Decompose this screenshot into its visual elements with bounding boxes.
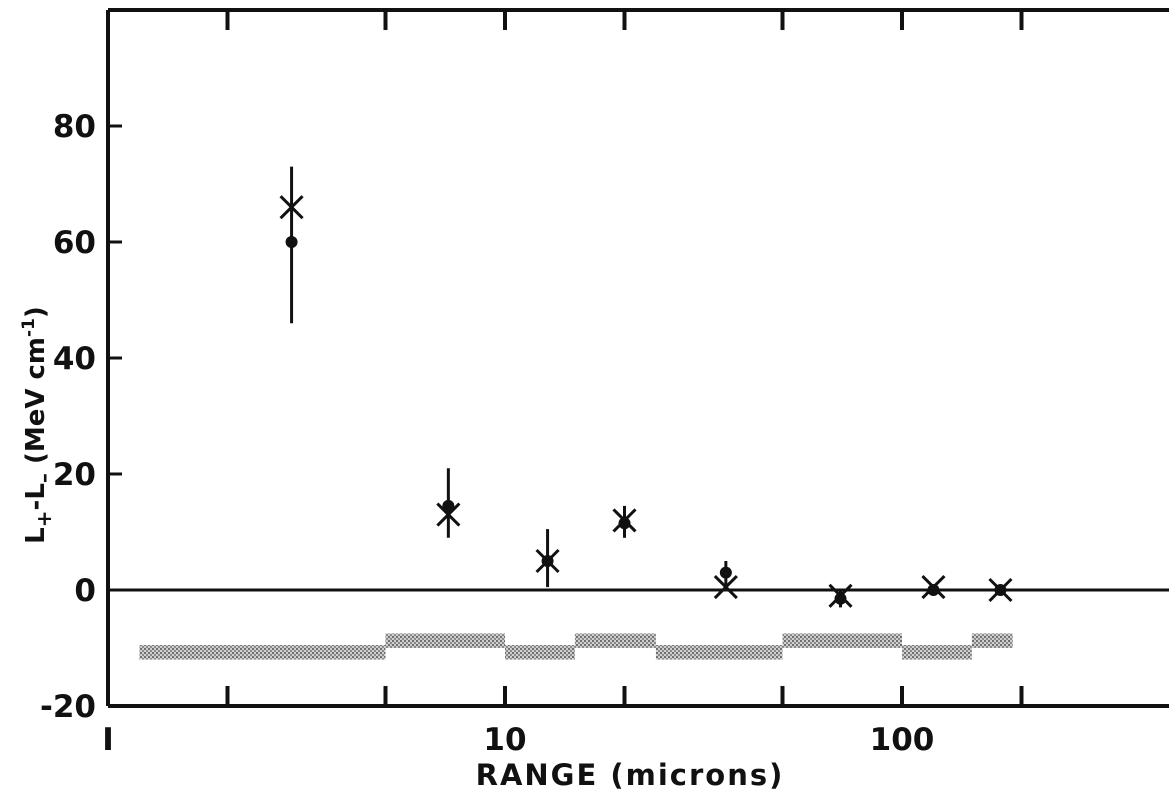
cross-marker <box>436 502 461 527</box>
dot-marker <box>719 566 732 579</box>
x-tick-label: I <box>102 722 114 758</box>
y-tick-label: 60 <box>53 225 96 261</box>
cross-marker <box>279 195 304 220</box>
y-tick-label: 20 <box>53 457 96 493</box>
dot-marker <box>541 555 554 567</box>
dot-marker <box>834 592 847 605</box>
y-tick-label: 0 <box>74 573 96 609</box>
dot-marker <box>927 584 940 596</box>
y-tick-labels: -20 0 20 40 60 80 <box>40 109 96 725</box>
shaded-band <box>902 645 972 660</box>
cross-marker <box>713 575 738 600</box>
y-axis-title: L+-L– (MeV cm-1) <box>19 306 56 544</box>
x-ticks <box>106 10 1024 706</box>
y-tick-label: -20 <box>40 689 96 725</box>
x-axis-title: RANGE (microns) <box>476 758 785 792</box>
shaded-band <box>574 633 656 648</box>
shaded-band <box>655 645 783 660</box>
dot-marker <box>285 236 298 248</box>
y-ticks <box>108 124 122 708</box>
shaded-band <box>139 645 386 660</box>
x-tick-labels: I 10 100 <box>102 722 934 758</box>
y-tick-label: 80 <box>53 109 96 145</box>
cross-markers <box>279 195 1013 608</box>
dot-marker <box>994 584 1007 596</box>
shaded-bands <box>139 633 1013 660</box>
x-tick-label: 10 <box>483 722 526 758</box>
error-bars <box>290 166 843 608</box>
y-tick-label: 40 <box>53 341 96 377</box>
cross-stroke <box>713 575 738 600</box>
shaded-band <box>505 645 575 660</box>
dot-marker <box>442 499 455 512</box>
cross-stroke <box>436 502 461 527</box>
shaded-band <box>971 633 1013 648</box>
cross-stroke <box>279 195 304 220</box>
dot-marker <box>618 517 631 530</box>
dot-markers <box>285 236 1007 605</box>
shaded-band <box>782 633 902 648</box>
x-tick-label: 100 <box>870 722 935 758</box>
shaded-band <box>385 633 505 648</box>
